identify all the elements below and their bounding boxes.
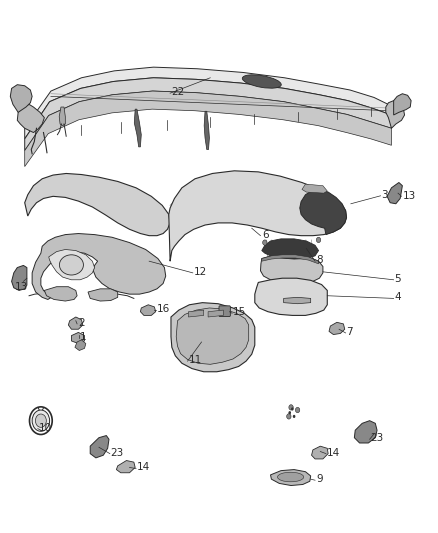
Ellipse shape <box>32 410 49 431</box>
Polygon shape <box>169 171 346 261</box>
Text: 6: 6 <box>262 230 268 240</box>
Circle shape <box>287 414 291 419</box>
Polygon shape <box>25 67 392 139</box>
Polygon shape <box>11 85 32 112</box>
Polygon shape <box>329 322 345 335</box>
Ellipse shape <box>242 75 281 88</box>
Text: 8: 8 <box>316 255 322 265</box>
Text: 2: 2 <box>78 318 85 328</box>
Polygon shape <box>25 78 392 151</box>
Polygon shape <box>262 255 318 264</box>
Polygon shape <box>12 265 27 290</box>
Polygon shape <box>171 303 255 372</box>
FancyBboxPatch shape <box>219 306 230 317</box>
Text: 7: 7 <box>346 327 353 337</box>
Ellipse shape <box>278 472 304 482</box>
Polygon shape <box>261 255 323 284</box>
Polygon shape <box>141 305 155 316</box>
Text: 10: 10 <box>39 423 52 433</box>
Polygon shape <box>300 189 346 235</box>
Polygon shape <box>134 109 141 147</box>
Polygon shape <box>188 310 204 317</box>
Text: 14: 14 <box>137 463 150 472</box>
Circle shape <box>316 237 321 243</box>
Text: 23: 23 <box>111 448 124 457</box>
Polygon shape <box>44 287 77 301</box>
Polygon shape <box>68 317 83 329</box>
Text: 23: 23 <box>371 433 384 443</box>
Polygon shape <box>49 249 95 280</box>
Polygon shape <box>117 461 135 473</box>
Text: 1: 1 <box>80 332 87 342</box>
Polygon shape <box>204 111 209 150</box>
Polygon shape <box>176 308 249 365</box>
Ellipse shape <box>60 255 83 275</box>
Polygon shape <box>311 446 328 459</box>
Text: 14: 14 <box>327 448 340 457</box>
Text: 12: 12 <box>194 267 207 277</box>
Text: 13: 13 <box>403 191 417 201</box>
Text: 15: 15 <box>233 307 246 317</box>
Polygon shape <box>302 184 327 193</box>
Text: 16: 16 <box>156 304 170 314</box>
Polygon shape <box>394 94 411 115</box>
Polygon shape <box>88 289 118 301</box>
Circle shape <box>288 411 291 414</box>
Polygon shape <box>90 435 109 458</box>
Ellipse shape <box>35 414 46 427</box>
Circle shape <box>295 407 300 413</box>
Polygon shape <box>75 340 86 351</box>
Polygon shape <box>262 239 318 259</box>
Polygon shape <box>17 104 44 133</box>
Circle shape <box>289 405 293 410</box>
Text: 9: 9 <box>316 474 322 484</box>
Text: 5: 5 <box>395 274 401 284</box>
Text: 13: 13 <box>14 282 28 292</box>
Text: 4: 4 <box>395 292 401 302</box>
Circle shape <box>291 407 293 410</box>
Polygon shape <box>255 278 327 316</box>
Polygon shape <box>32 233 166 300</box>
Polygon shape <box>25 173 170 236</box>
Polygon shape <box>208 310 223 317</box>
Text: 11: 11 <box>188 355 201 365</box>
Polygon shape <box>271 470 311 486</box>
Text: 22: 22 <box>171 87 184 97</box>
Polygon shape <box>284 297 311 304</box>
Circle shape <box>293 415 295 418</box>
Circle shape <box>263 240 267 245</box>
Polygon shape <box>25 91 392 166</box>
Polygon shape <box>354 421 377 443</box>
Polygon shape <box>71 333 85 344</box>
Text: 3: 3 <box>381 190 388 200</box>
Polygon shape <box>59 107 65 126</box>
Polygon shape <box>387 182 403 204</box>
Polygon shape <box>386 101 405 128</box>
